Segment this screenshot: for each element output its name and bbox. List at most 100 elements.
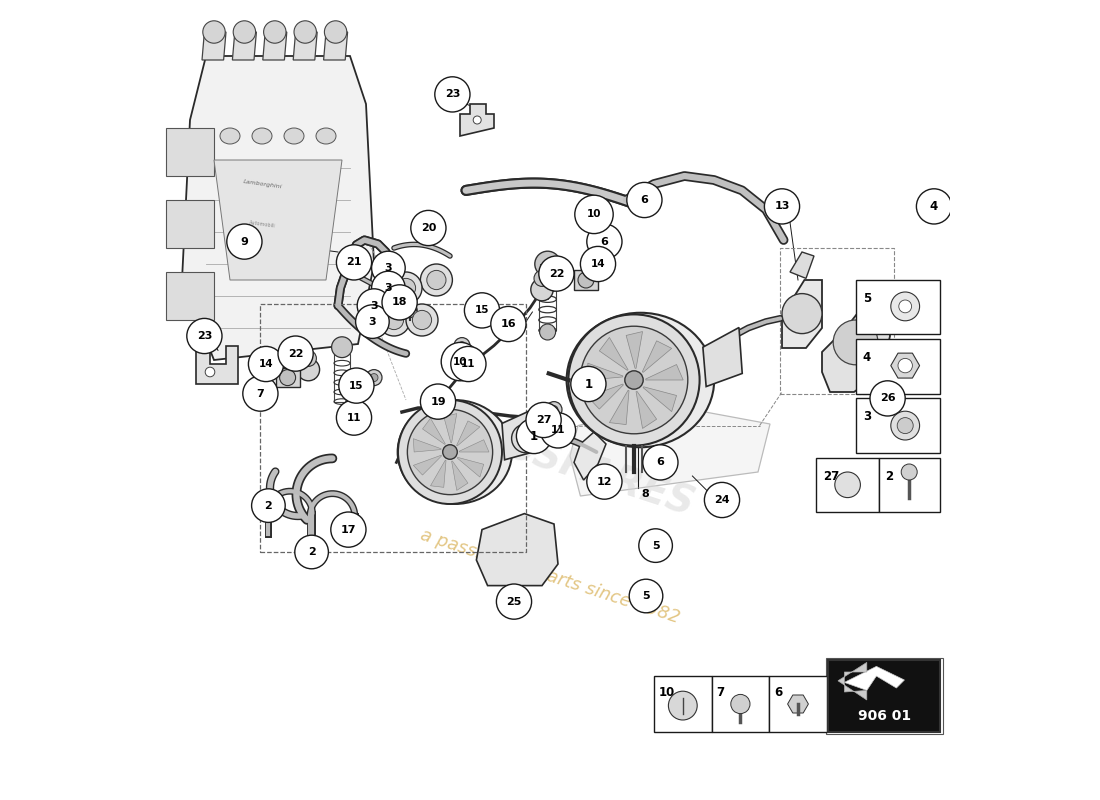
Polygon shape	[609, 390, 629, 425]
Text: 14: 14	[591, 259, 605, 269]
Polygon shape	[452, 461, 468, 490]
Circle shape	[586, 464, 622, 499]
Circle shape	[451, 346, 486, 382]
Circle shape	[412, 310, 431, 330]
Polygon shape	[443, 414, 456, 442]
Circle shape	[396, 278, 416, 298]
Circle shape	[458, 342, 466, 350]
Circle shape	[294, 21, 317, 43]
Circle shape	[526, 402, 561, 438]
Text: 20: 20	[420, 223, 436, 233]
Bar	[574, 270, 598, 290]
Circle shape	[331, 512, 366, 547]
Bar	[857, 280, 940, 334]
Text: 16: 16	[500, 319, 516, 329]
Polygon shape	[644, 386, 676, 412]
Polygon shape	[845, 666, 904, 690]
Circle shape	[550, 406, 558, 414]
Text: 906 01: 906 01	[858, 709, 911, 723]
Text: 23: 23	[444, 90, 460, 99]
Circle shape	[434, 77, 470, 112]
Circle shape	[571, 366, 606, 402]
Polygon shape	[214, 160, 342, 280]
Circle shape	[442, 445, 458, 459]
Circle shape	[539, 256, 574, 291]
Circle shape	[782, 294, 822, 334]
Text: 9: 9	[241, 237, 249, 246]
Polygon shape	[422, 418, 446, 444]
Circle shape	[639, 529, 672, 562]
Text: 25: 25	[506, 597, 521, 606]
Polygon shape	[790, 252, 814, 278]
Circle shape	[227, 224, 262, 259]
Text: 26: 26	[880, 394, 895, 403]
Circle shape	[403, 303, 417, 318]
Circle shape	[491, 306, 526, 342]
Text: 10: 10	[659, 686, 675, 698]
Text: 21: 21	[346, 258, 362, 267]
Circle shape	[324, 21, 346, 43]
Circle shape	[350, 398, 358, 406]
Circle shape	[898, 418, 913, 434]
Text: 11: 11	[346, 413, 361, 422]
Polygon shape	[460, 440, 490, 452]
Text: 6: 6	[601, 237, 608, 246]
Circle shape	[870, 381, 905, 416]
Polygon shape	[202, 32, 226, 60]
Circle shape	[382, 285, 417, 320]
Circle shape	[916, 189, 952, 224]
Circle shape	[278, 336, 314, 371]
Bar	[769, 676, 827, 732]
Polygon shape	[502, 410, 534, 460]
Circle shape	[546, 402, 562, 418]
Circle shape	[581, 246, 616, 282]
Text: 4: 4	[862, 351, 871, 364]
Circle shape	[420, 264, 452, 296]
Text: 13: 13	[774, 202, 790, 211]
Polygon shape	[587, 384, 624, 409]
Circle shape	[512, 424, 540, 453]
Circle shape	[531, 278, 553, 301]
Circle shape	[534, 270, 550, 286]
Circle shape	[187, 318, 222, 354]
Circle shape	[249, 346, 284, 382]
Circle shape	[540, 324, 556, 340]
Text: 2: 2	[308, 547, 316, 557]
Circle shape	[441, 342, 480, 381]
Text: 18: 18	[392, 298, 407, 307]
Text: 27: 27	[536, 415, 551, 425]
Polygon shape	[414, 455, 441, 475]
Text: 12: 12	[596, 477, 612, 486]
Circle shape	[580, 326, 688, 434]
Polygon shape	[626, 331, 642, 368]
Text: 5: 5	[862, 292, 871, 305]
Circle shape	[279, 370, 296, 386]
Text: 4: 4	[930, 200, 938, 213]
Circle shape	[339, 368, 374, 403]
Circle shape	[382, 294, 402, 314]
Circle shape	[835, 472, 860, 498]
Ellipse shape	[316, 128, 336, 144]
Text: 3: 3	[385, 263, 393, 273]
Text: 15: 15	[475, 306, 490, 315]
Circle shape	[337, 400, 372, 435]
Circle shape	[384, 310, 404, 330]
Text: 6: 6	[657, 458, 664, 467]
Bar	[537, 282, 548, 299]
Circle shape	[891, 411, 920, 440]
Polygon shape	[587, 363, 623, 380]
Circle shape	[833, 320, 878, 365]
Circle shape	[264, 21, 286, 43]
Bar	[302, 362, 313, 379]
Circle shape	[233, 21, 255, 43]
Polygon shape	[788, 695, 808, 713]
Circle shape	[642, 445, 678, 480]
Text: 24: 24	[714, 495, 729, 505]
Circle shape	[901, 464, 917, 480]
Circle shape	[372, 271, 405, 305]
Circle shape	[669, 691, 697, 720]
Circle shape	[366, 370, 382, 386]
Bar	[828, 660, 940, 732]
Polygon shape	[574, 432, 606, 480]
Polygon shape	[782, 280, 822, 348]
